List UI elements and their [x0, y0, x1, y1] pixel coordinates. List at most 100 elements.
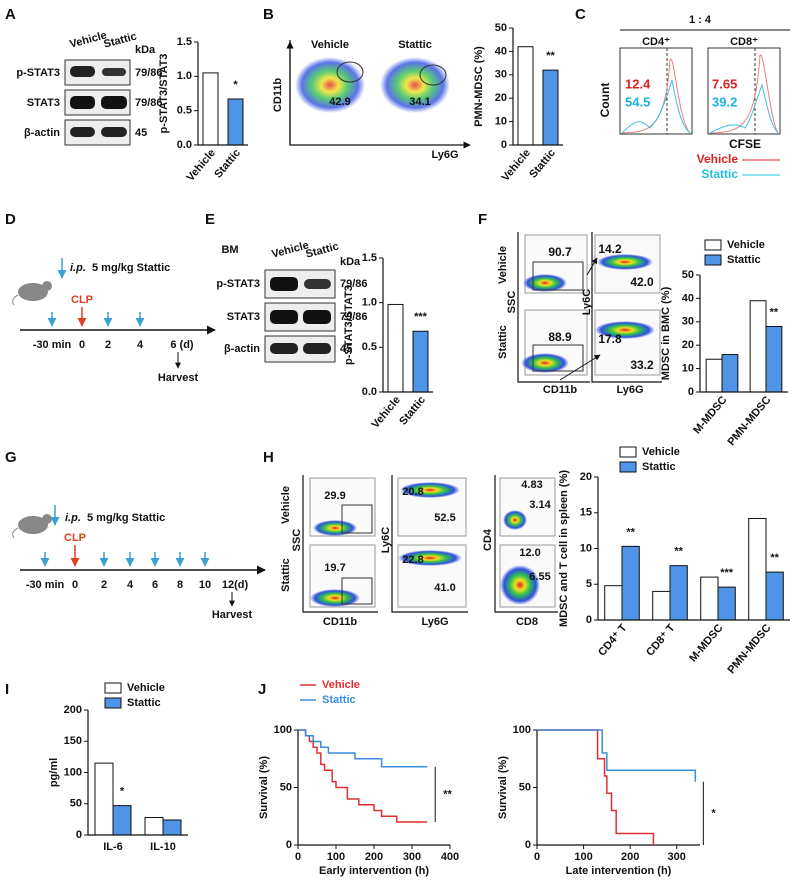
- gate: 33.2: [630, 358, 654, 372]
- survival-curve: [537, 729, 697, 782]
- axis: Ly6G: [421, 616, 448, 628]
- y-tick-label: 0.5: [362, 341, 377, 353]
- axis: Ly6C: [380, 527, 392, 554]
- axis: CD4: [482, 528, 494, 551]
- gate: 20.8: [402, 486, 423, 498]
- title: Vehicle: [311, 39, 349, 51]
- x-tick-label: Vehicle: [499, 147, 533, 184]
- significance: **: [770, 552, 779, 564]
- y-tick-label: 20: [495, 92, 507, 104]
- legend-label: Vehicle: [322, 679, 360, 691]
- gate: 88.9: [548, 330, 572, 344]
- y-tick-label: 30: [682, 316, 694, 328]
- legend-label: Vehicle: [127, 682, 165, 694]
- x-tick-label: 300: [403, 851, 421, 863]
- y-tick-label: 0: [586, 614, 592, 626]
- size: 45: [135, 127, 147, 139]
- survival-curve: [298, 729, 428, 768]
- hist-c: 1 : 4 CD4⁺ CD8⁺ 12.4 54.5 7.65 39.2 Coun…: [598, 14, 790, 181]
- x-tick-label: 0: [295, 851, 301, 863]
- gate: 14.2: [598, 242, 622, 256]
- letter: E: [205, 211, 215, 228]
- row: Vehicle: [280, 486, 292, 524]
- row: p-STAT3: [16, 67, 60, 79]
- x-tick-label: IL-6: [103, 841, 123, 853]
- bar: [604, 585, 623, 621]
- time: -30 min: [33, 339, 72, 351]
- title: Stattic: [398, 39, 432, 51]
- bar: [387, 303, 404, 393]
- size: 79/86: [135, 67, 163, 79]
- significance: ***: [720, 567, 734, 579]
- letter: I: [5, 681, 9, 698]
- route: i.p.: [65, 512, 81, 524]
- timeline-g: i.p. 5 mg/kg Stattic CLP -30 min 0 2 4 6…: [12, 505, 266, 621]
- letter: J: [258, 681, 266, 698]
- bar: [700, 576, 719, 621]
- x-tick-label: 100: [574, 851, 592, 863]
- time: 10: [199, 579, 211, 591]
- axis: CD8: [516, 616, 538, 628]
- x-tick-label: Vehicle: [184, 147, 218, 184]
- y-tick-label: 10: [495, 116, 507, 128]
- row: STAT3: [227, 311, 260, 323]
- bar: [765, 325, 783, 393]
- axis: SSC: [506, 291, 518, 314]
- legend-swatch: [104, 682, 122, 694]
- y-tick-label: 5: [586, 578, 592, 590]
- pct: 7.65: [712, 76, 737, 91]
- bar: [112, 805, 132, 836]
- x-tick-label: 400: [441, 851, 459, 863]
- row: β-actin: [224, 343, 260, 355]
- y-axis-label: MDSC in BMC (%): [660, 286, 672, 380]
- legend: Stattic: [701, 167, 738, 181]
- legend-label: Stattic: [642, 461, 676, 473]
- y-tick-label: 1.0: [177, 70, 192, 82]
- axis: CD11b: [543, 384, 578, 396]
- row: p-STAT3: [216, 278, 260, 290]
- y-tick-label: 15: [580, 507, 592, 519]
- y-tick-label: 0.5: [177, 105, 192, 117]
- x-tick-label: 300: [668, 851, 686, 863]
- time: 4: [137, 339, 144, 351]
- tissue: BM: [221, 244, 238, 256]
- significance: ***: [414, 311, 428, 323]
- x-tick-label: 200: [365, 851, 383, 863]
- y-axis-label: p-STAT3/STAT3: [158, 54, 170, 134]
- gate: 6.55: [529, 571, 550, 583]
- bar: [542, 69, 559, 146]
- significance: *: [711, 807, 716, 819]
- y-axis-label: pg/ml: [48, 758, 60, 787]
- time: 12(d): [222, 579, 249, 591]
- y-tick-label: 1.5: [362, 252, 377, 264]
- bar: [669, 565, 688, 621]
- pct: 39.2: [712, 94, 737, 109]
- y-tick-label: 40: [495, 45, 507, 57]
- letter: C: [575, 6, 586, 23]
- y-tick-label: 200: [64, 704, 82, 716]
- axis: Ly6C: [581, 289, 593, 316]
- x-tick-label: Vehicle: [369, 394, 403, 431]
- time: 0: [79, 339, 85, 351]
- bar: [765, 571, 784, 621]
- bar: [621, 545, 640, 621]
- bar: [652, 590, 671, 621]
- bar: [749, 300, 767, 393]
- y-tick-label: 20: [682, 339, 694, 351]
- legend-swatch: [104, 697, 122, 709]
- legend: Vehicle: [697, 152, 739, 166]
- gate: 41.0: [434, 582, 455, 594]
- flow-h: Vehicle Stattic SSC CD11b Ly6C Ly6G CD4 …: [280, 475, 558, 628]
- gate: 42.9: [329, 96, 350, 108]
- survival-curve: [298, 729, 428, 823]
- row: Vehicle: [497, 246, 509, 284]
- legend-label: Stattic: [127, 697, 161, 709]
- y-axis-label: Survival (%): [497, 756, 509, 819]
- dose: 5 mg/kg Stattic: [92, 262, 170, 274]
- group: CD4⁺: [642, 36, 670, 48]
- x-tick-label: PMN-MDSC: [725, 394, 773, 448]
- y-tick-label: 40: [682, 292, 694, 304]
- letter: G: [5, 449, 17, 466]
- x-tick-label: Stattic: [527, 147, 558, 180]
- time: 4: [127, 579, 134, 591]
